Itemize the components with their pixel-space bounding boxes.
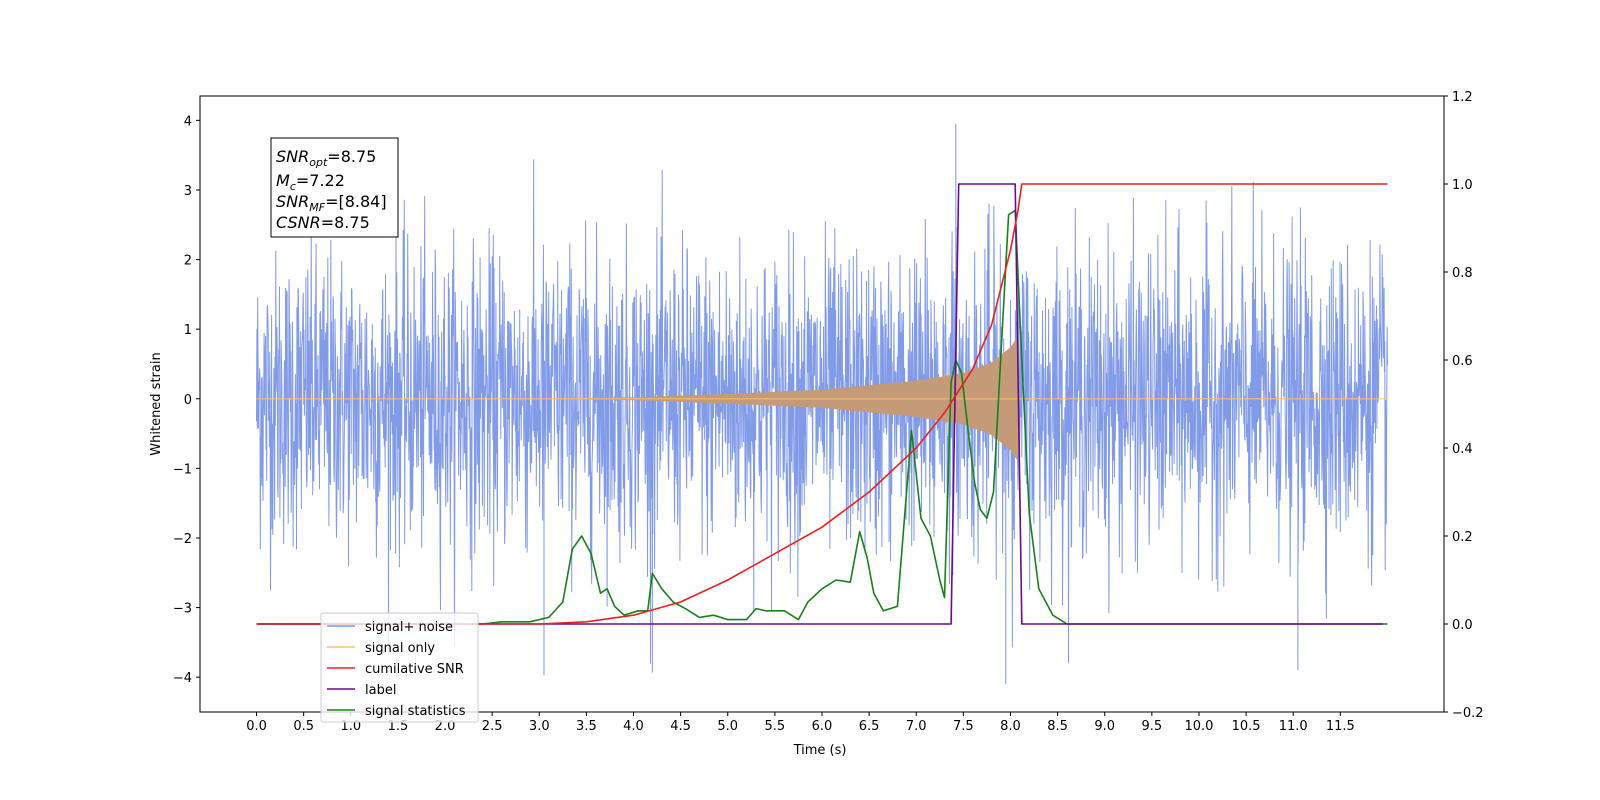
x-tick-label: 4.0 (623, 719, 644, 734)
y2-tick-label: −0.2 (1452, 706, 1484, 721)
y-tick-label: −4 (173, 671, 192, 686)
y-tick-label: −1 (173, 462, 192, 477)
x-tick-label: 11.5 (1326, 719, 1355, 734)
y-tick-label: 1 (184, 323, 192, 338)
signal-statistics-line (256, 209, 1388, 625)
x-axis-label: Time (s) (793, 743, 847, 758)
plot-area (256, 123, 1388, 685)
y-tick-label: −3 (173, 602, 192, 617)
y2-tick-label: 0.2 (1452, 530, 1473, 545)
x-tick-label: 10.5 (1232, 719, 1261, 734)
y2-tick-label: 1.2 (1452, 90, 1473, 105)
x-tick-label: 8.0 (1000, 719, 1021, 734)
cumulative-snr-line (256, 183, 1388, 625)
y2-tick-label: 0.8 (1452, 266, 1473, 281)
x-tick-label: 1.5 (388, 719, 409, 734)
y2-tick-label: 0.6 (1452, 354, 1473, 369)
x-tick-label: 2.5 (482, 719, 503, 734)
x-tick-label: 10.0 (1184, 719, 1213, 734)
x-tick-label: 5.5 (765, 719, 786, 734)
legend-entry: cumilative SNR (365, 662, 464, 677)
x-tick-label: 3.0 (529, 719, 550, 734)
annotation-csnr: CSNR=8.75 (276, 213, 370, 232)
snr-annotation-box: SNRopt=8.75 Mc=7.22 SNRMF=[8.84] CSNR=8.… (270, 137, 399, 238)
legend-entry: label (365, 683, 396, 698)
annotation-snr-mf: SNRMF=[8.84] (276, 192, 387, 214)
y-tick-label: −2 (173, 532, 192, 547)
x-tick-label: 11.0 (1279, 719, 1308, 734)
x-tick-label: 6.5 (859, 719, 880, 734)
annotation-mc: Mc=7.22 (276, 171, 345, 193)
y2-tick-label: 0.4 (1452, 442, 1473, 457)
annotation-frame (270, 137, 399, 238)
x-tick-label: 7.5 (953, 719, 974, 734)
axis-ticks: 0.0 0.5 1.0 1.5 2.0 2.5 3.0 3.5 4.0 4.5 5.0 5.5 6.0 6… (173, 90, 1484, 734)
x-tick-label: 3.5 (576, 719, 597, 734)
legend: signal+ noise signal only cumilative SNR la… (320, 612, 479, 723)
x-tick-label: 2.0 (435, 719, 456, 734)
x-tick-label: 0.5 (293, 719, 314, 734)
y2-tick-label: 0.0 (1452, 618, 1473, 633)
label-line (256, 183, 1383, 625)
legend-entry: signal only (365, 641, 435, 656)
y-tick-label: 3 (184, 184, 192, 199)
x-tick-label: 7.0 (906, 719, 927, 734)
legend-entry: signal statistics (365, 704, 466, 719)
x-tick-label: 4.5 (670, 719, 691, 734)
x-tick-label: 6.0 (812, 719, 833, 734)
x-tick-label: 5.0 (717, 719, 738, 734)
y-tick-label: 4 (184, 114, 192, 129)
y-tick-label: 2 (184, 254, 192, 269)
y-axis-label: Whitened strain (149, 352, 164, 455)
y-tick-label: 0 (184, 393, 192, 408)
x-tick-label: 9.0 (1094, 719, 1115, 734)
x-tick-label: 0.0 (246, 719, 267, 734)
x-tick-label: 9.5 (1142, 719, 1163, 734)
x-tick-label: 1.0 (340, 719, 361, 734)
legend-entry: signal+ noise (365, 620, 453, 635)
y2-tick-label: 1.0 (1452, 178, 1473, 193)
x-tick-label: 8.5 (1047, 719, 1068, 734)
annotation-snr-opt: SNRopt=8.75 (276, 147, 376, 169)
legend-frame (320, 612, 479, 723)
